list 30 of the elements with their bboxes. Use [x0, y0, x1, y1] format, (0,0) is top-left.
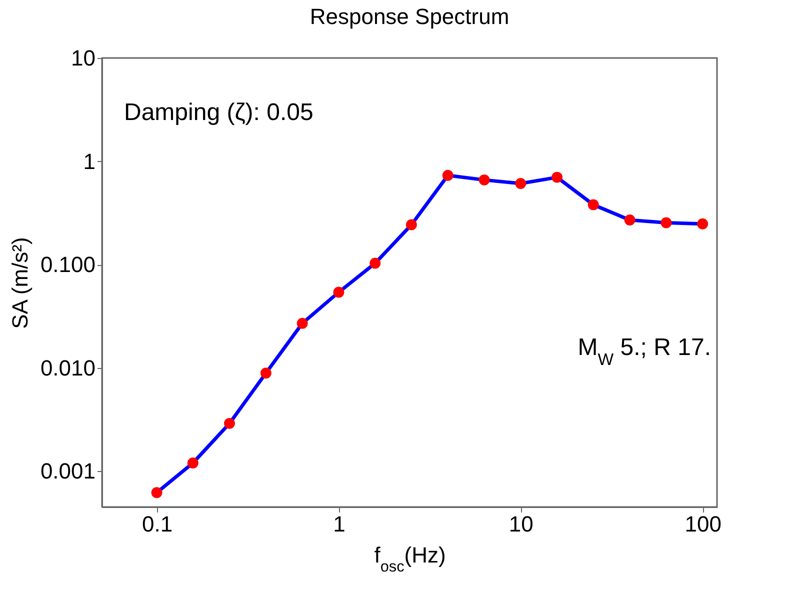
y-axis-title: SA (m/s²) [7, 237, 32, 329]
point [552, 172, 563, 183]
point [260, 368, 272, 379]
y-tick-label: 1 [83, 148, 96, 174]
x-tick-label: 10 [508, 512, 534, 536]
point [406, 219, 417, 230]
point [478, 174, 490, 186]
point [224, 418, 235, 429]
x-axis-title: f$_{osc}$(Hz) [374, 542, 446, 575]
x-tick-label: 1 [333, 512, 346, 536]
point [187, 458, 198, 468]
point [296, 318, 308, 329]
x-tick-label: 0.1 [142, 512, 173, 536]
annotation: Damping (ζ): 0.05 [124, 99, 314, 126]
y-tick-label: 0.100 [40, 252, 96, 278]
annotation: M$_{W}$ 5.; R 17. [578, 334, 711, 368]
point [515, 178, 526, 189]
point [660, 217, 672, 228]
point [624, 214, 636, 226]
point [588, 199, 599, 210]
point [333, 286, 344, 298]
x-tick-label: 100 [684, 512, 722, 536]
point [370, 258, 381, 269]
chart-title: Response Spectrum [310, 4, 510, 29]
y-tick-label: 0.010 [40, 355, 96, 380]
point [442, 170, 454, 181]
point [151, 487, 162, 498]
point [697, 218, 708, 230]
y-tick-label: 0.001 [40, 458, 96, 484]
y-tick-label: 10 [71, 46, 96, 70]
